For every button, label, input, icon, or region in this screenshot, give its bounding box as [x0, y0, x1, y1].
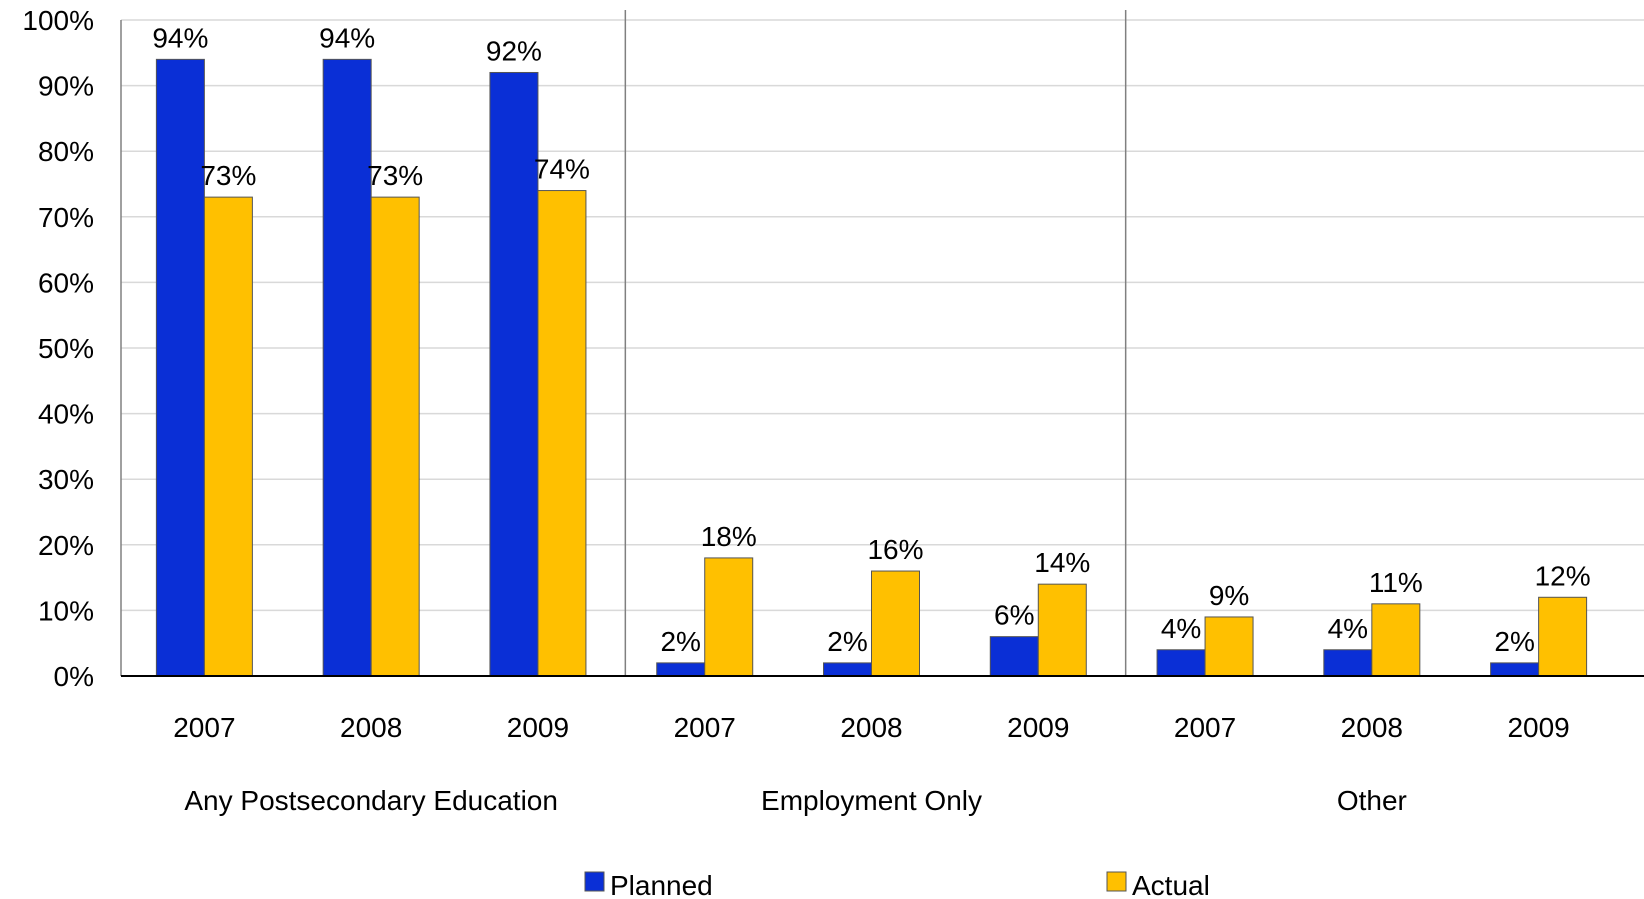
data-label-planned: 94%: [319, 22, 375, 53]
x-tick-label: 2007: [674, 712, 736, 743]
legend-label-planned: Planned: [610, 870, 713, 899]
data-label-actual: 73%: [367, 160, 423, 191]
legend-label-actual: Actual: [1132, 870, 1210, 899]
data-label-planned: 2%: [660, 626, 700, 657]
legend-swatch-planned: [584, 871, 605, 892]
y-tick-label: 50%: [38, 333, 94, 364]
x-tick-label: 2008: [1341, 712, 1403, 743]
bar-planned: [489, 71, 539, 677]
y-tick-label: 70%: [38, 202, 94, 233]
data-labels: 94%73%94%73%92%74%2%18%2%16%6%14%4%9%4%1…: [152, 22, 1590, 657]
y-tick-label: 40%: [38, 399, 94, 430]
data-label-planned: 94%: [152, 22, 208, 53]
y-tick-label: 60%: [38, 267, 94, 298]
y-axis: 0% 10% 20% 30% 40% 50% 60% 70% 80% 90% 100%: [22, 5, 122, 692]
y-tick-label: 30%: [38, 464, 94, 495]
bar-actual: [1538, 596, 1588, 677]
bar-actual: [1204, 616, 1254, 677]
data-label-actual: 12%: [1535, 560, 1591, 591]
y-tick-label: 0%: [54, 661, 94, 692]
x-tick-label: 2008: [340, 712, 402, 743]
bar-planned: [656, 662, 706, 677]
data-label-planned: 4%: [1161, 613, 1201, 644]
x-tick-label: 2009: [507, 712, 569, 743]
data-label-actual: 14%: [1034, 547, 1090, 578]
y-tick-label: 20%: [38, 530, 94, 561]
data-label-actual: 74%: [534, 154, 590, 185]
bar-actual: [203, 196, 253, 677]
bar-planned: [989, 636, 1039, 677]
bar-actual: [1037, 583, 1087, 677]
bar-planned: [322, 58, 372, 677]
x-axis: 2007 2008 2009 Any Postsecondary Education 2…: [121, 675, 1644, 816]
bar-actual: [537, 190, 587, 677]
data-label-planned: 92%: [486, 35, 542, 66]
x-tick-label: 2008: [840, 712, 902, 743]
legend-swatch-actual: [1106, 871, 1127, 892]
group-label: Employment Only: [761, 785, 982, 816]
data-label-actual: 11%: [1369, 567, 1423, 598]
y-tick-label: 80%: [38, 136, 94, 167]
bar-planned: [823, 662, 872, 677]
bar-planned: [155, 58, 205, 677]
group-label: Any Postsecondary Education: [184, 785, 558, 816]
bar-planned: [1156, 649, 1206, 677]
legend: Planned Actual: [584, 870, 1210, 899]
bar-actual: [871, 570, 920, 677]
group-separators: [624, 10, 1127, 676]
group-label: Other: [1337, 785, 1407, 816]
y-tick-label: 100%: [22, 5, 94, 36]
y-tick-label: 90%: [38, 71, 94, 102]
data-label-planned: 6%: [994, 600, 1034, 631]
bar-actual: [704, 557, 754, 677]
data-label-actual: 18%: [701, 521, 757, 552]
data-label-actual: 73%: [200, 160, 256, 191]
data-label-planned: 2%: [827, 626, 867, 657]
bar-actual: [370, 196, 420, 677]
bar-planned: [1323, 649, 1373, 677]
data-label-actual: 9%: [1209, 580, 1249, 611]
x-tick-label: 2007: [1174, 712, 1236, 743]
data-label-planned: 2%: [1494, 626, 1534, 657]
bars: [155, 58, 1588, 677]
x-tick-label: 2009: [1007, 712, 1069, 743]
x-tick-label: 2009: [1507, 712, 1569, 743]
bar-actual: [1371, 603, 1421, 677]
x-tick-label: 2007: [173, 712, 235, 743]
data-label-planned: 4%: [1328, 613, 1368, 644]
bar-planned: [1490, 662, 1540, 677]
data-label-actual: 16%: [867, 534, 923, 565]
y-tick-label: 10%: [38, 595, 94, 626]
